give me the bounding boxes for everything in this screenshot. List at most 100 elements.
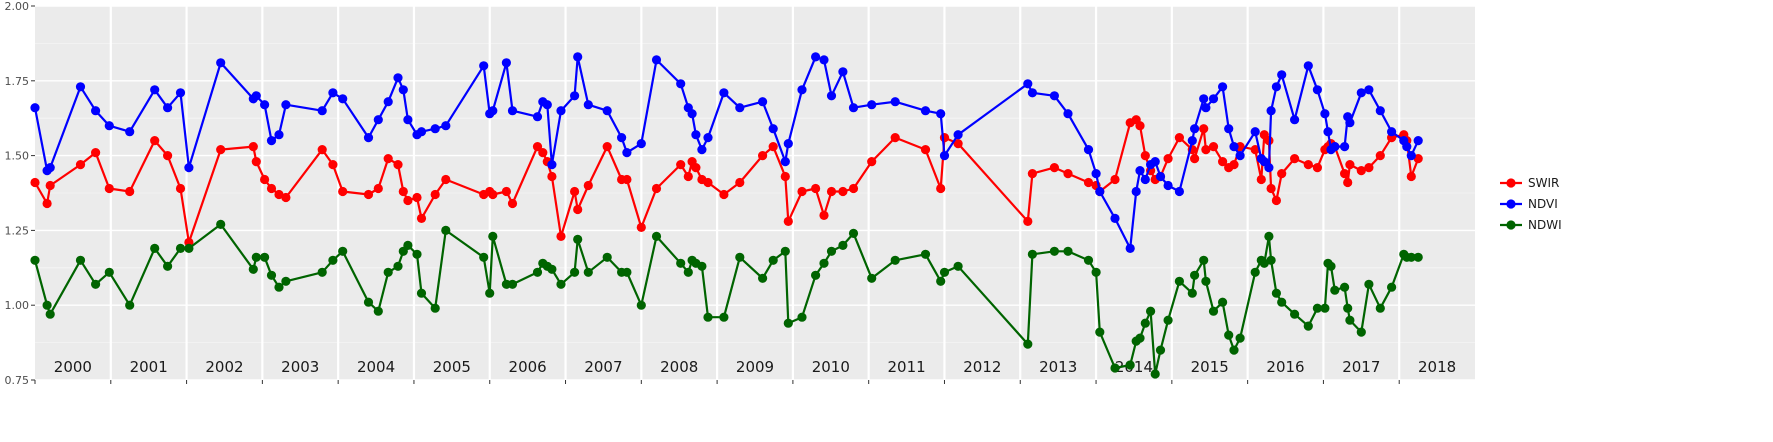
data-point-swir <box>676 160 686 170</box>
data-point-swir <box>890 133 900 143</box>
data-point-swir <box>1190 154 1200 164</box>
data-point-ndvi <box>1340 142 1350 152</box>
data-point-ndwi <box>1049 246 1059 256</box>
data-point-swir <box>1083 177 1094 188</box>
data-point-ndwi <box>1095 327 1105 337</box>
data-point-swir <box>266 183 277 194</box>
data-point-ndwi <box>838 240 848 250</box>
data-point-ndwi <box>719 312 729 322</box>
data-point-ndwi <box>1163 315 1173 325</box>
data-point-ndvi <box>1135 166 1145 176</box>
data-point-ndvi <box>1330 142 1340 152</box>
data-point-ndwi <box>281 276 291 286</box>
data-point-swir <box>1250 145 1260 155</box>
data-point-swir <box>570 186 580 197</box>
data-point-ndwi <box>430 303 440 313</box>
data-point-ndwi <box>150 243 160 253</box>
data-point-ndwi <box>412 249 422 259</box>
data-point-swir <box>826 186 837 197</box>
data-point-ndwi <box>1174 276 1184 286</box>
data-point-ndvi <box>1406 151 1416 161</box>
data-point-ndvi <box>1290 115 1300 125</box>
data-point-swir <box>1406 171 1416 182</box>
data-point-swir <box>556 231 566 241</box>
data-point-ndvi <box>719 88 729 98</box>
data-point-ndvi <box>1413 136 1423 146</box>
data-point-ndwi <box>573 234 583 244</box>
data-point-ndwi <box>602 252 612 262</box>
data-point-swir <box>393 160 403 170</box>
data-point-ndwi <box>939 267 950 277</box>
data-point-ndwi <box>1135 333 1145 343</box>
data-point-swir <box>260 174 270 185</box>
data-point-ndvi <box>622 148 632 158</box>
data-point-ndvi <box>1208 94 1219 104</box>
data-point-ndwi <box>1140 318 1150 328</box>
data-point-ndwi <box>532 267 543 277</box>
data-point-ndwi <box>890 255 900 265</box>
data-point-swir <box>920 145 931 155</box>
data-point-swir <box>1343 177 1353 188</box>
year-label: 2005 <box>433 358 471 376</box>
data-point-ndwi <box>556 279 566 289</box>
data-point-swir <box>281 192 291 203</box>
data-point-ndwi <box>636 300 646 310</box>
data-point-ndvi <box>1303 61 1313 71</box>
data-point-ndwi <box>867 273 877 283</box>
data-point-ndwi <box>1406 252 1416 262</box>
data-point-ndvi <box>125 127 135 137</box>
data-point-ndvi <box>1271 82 1281 92</box>
data-point-ndvi <box>570 91 580 101</box>
data-point-swir <box>248 142 258 152</box>
data-point-ndwi <box>1271 288 1281 298</box>
data-point-ndvi <box>216 58 226 68</box>
data-point-ndvi <box>1174 186 1184 197</box>
legend-key-point <box>1506 199 1516 209</box>
data-point-swir <box>936 183 946 194</box>
data-point-ndvi <box>507 106 518 116</box>
data-point-swir <box>383 154 393 164</box>
data-point-swir <box>939 133 950 143</box>
data-point-ndwi <box>1023 339 1033 349</box>
data-point-ndwi <box>216 219 226 229</box>
data-point-ndwi <box>1110 363 1120 373</box>
data-point-ndvi <box>1229 142 1239 152</box>
data-point-ndvi <box>547 160 557 170</box>
data-point-ndwi <box>622 267 632 277</box>
data-point-swir <box>398 186 408 197</box>
data-point-swir <box>1218 157 1228 167</box>
data-point-ndvi <box>1187 136 1197 146</box>
data-point-ndvi <box>1063 109 1073 119</box>
data-point-ndwi <box>441 225 451 235</box>
data-point-ndvi <box>867 100 877 110</box>
data-point-ndwi <box>104 267 114 277</box>
data-point-swir <box>42 198 52 209</box>
data-point-swir <box>583 180 593 191</box>
data-point-ndvi <box>602 106 612 116</box>
data-point-ndvi <box>1364 85 1374 95</box>
data-point-ndvi <box>811 52 821 62</box>
data-point-ndvi <box>532 112 543 122</box>
data-point-ndwi <box>703 312 713 322</box>
data-point-ndvi <box>783 139 793 149</box>
data-point-ndvi <box>1095 186 1105 197</box>
year-label: 2013 <box>1039 358 1077 376</box>
data-point-ndwi <box>780 246 790 256</box>
data-point-ndvi <box>1023 79 1033 89</box>
data-point-ndwi <box>583 267 593 277</box>
data-point-ndwi <box>1303 321 1313 331</box>
data-point-ndvi <box>1199 94 1209 104</box>
data-point-swir <box>1110 174 1120 185</box>
data-point-ndvi <box>936 109 946 119</box>
data-point-ndwi <box>1063 246 1073 256</box>
data-point-swir <box>768 142 778 152</box>
data-point-swir <box>1312 163 1322 173</box>
data-point-swir <box>1277 169 1287 179</box>
data-point-ndvi <box>1091 169 1101 179</box>
data-point-ndwi <box>953 261 963 271</box>
series-line-ndvi <box>33 55 1420 250</box>
data-point-swir <box>1364 163 1374 173</box>
data-point-swir <box>1356 166 1366 176</box>
data-point-ndvi <box>797 85 807 95</box>
year-label: 2007 <box>584 358 622 376</box>
